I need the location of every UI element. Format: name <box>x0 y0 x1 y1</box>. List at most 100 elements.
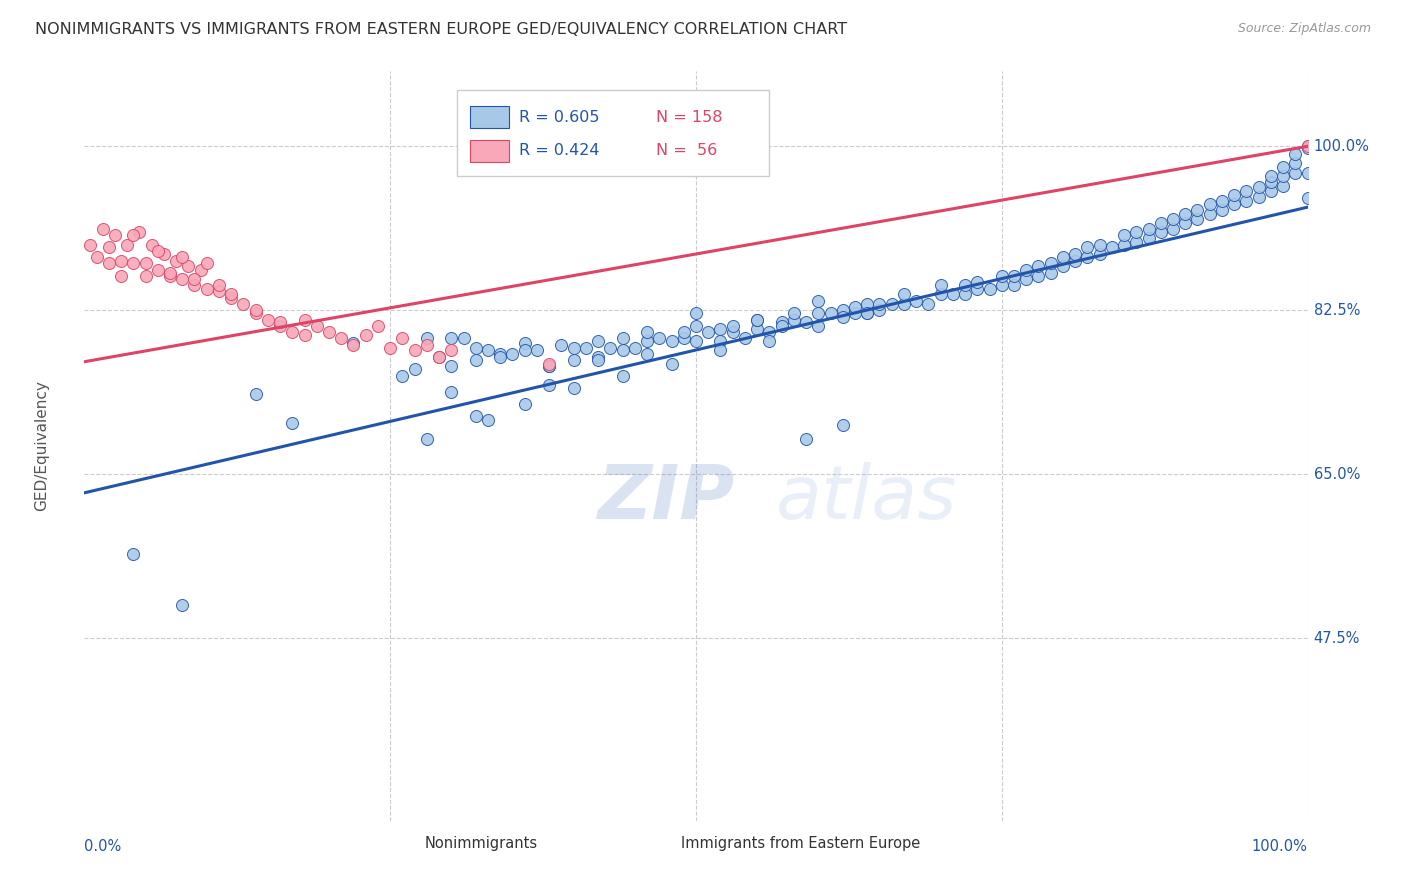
Point <box>586 350 609 364</box>
Point <box>245 303 267 318</box>
Point <box>1247 180 1270 194</box>
Point <box>1150 216 1173 230</box>
Point <box>783 312 806 326</box>
Point <box>1076 240 1098 254</box>
Point <box>477 413 499 427</box>
Point <box>831 310 853 324</box>
Point <box>844 301 866 315</box>
Point <box>929 287 952 301</box>
Point <box>1260 169 1282 184</box>
Point <box>208 277 231 292</box>
Point <box>905 293 928 308</box>
Point <box>104 228 127 243</box>
Point <box>342 338 364 352</box>
Point <box>1187 212 1209 227</box>
Point <box>146 244 169 259</box>
Point <box>880 296 903 310</box>
Point <box>831 418 853 433</box>
FancyBboxPatch shape <box>644 837 672 851</box>
Point <box>245 306 267 320</box>
Point <box>734 331 756 345</box>
Point <box>624 341 647 355</box>
Point <box>538 359 561 374</box>
Point <box>856 306 879 320</box>
Point <box>1064 253 1087 268</box>
Point <box>1272 178 1295 193</box>
Point <box>115 237 138 252</box>
Point <box>404 362 426 376</box>
Point <box>281 416 304 430</box>
Point <box>305 319 328 334</box>
Point <box>330 331 353 345</box>
Point <box>770 319 793 334</box>
Point <box>869 296 891 310</box>
Point <box>281 325 304 339</box>
Point <box>1260 184 1282 198</box>
Point <box>636 347 658 361</box>
FancyBboxPatch shape <box>388 837 415 851</box>
Point <box>1015 263 1038 277</box>
Point <box>416 432 439 446</box>
Point <box>1174 216 1197 230</box>
Point <box>172 599 194 613</box>
Point <box>794 432 817 446</box>
Point <box>1114 228 1136 243</box>
Point <box>440 343 463 358</box>
Point <box>464 409 486 423</box>
Point <box>1137 231 1160 245</box>
Point <box>1039 266 1062 280</box>
Point <box>794 315 817 329</box>
Point <box>685 306 707 320</box>
Point <box>1137 221 1160 235</box>
Point <box>232 296 254 310</box>
Text: GED/Equivalency: GED/Equivalency <box>34 381 49 511</box>
Point <box>636 334 658 348</box>
Point <box>685 334 707 348</box>
Point <box>1028 259 1050 273</box>
Point <box>550 338 572 352</box>
Point <box>820 306 842 320</box>
Text: 100.0%: 100.0% <box>1251 839 1308 855</box>
Point <box>917 296 939 310</box>
Point <box>1088 247 1111 261</box>
Point <box>153 247 176 261</box>
Point <box>1247 190 1270 204</box>
Point <box>1161 212 1184 227</box>
Point <box>747 312 769 326</box>
Text: Immigrants from Eastern Europe: Immigrants from Eastern Europe <box>682 836 921 851</box>
Point <box>599 341 621 355</box>
Point <box>966 275 988 289</box>
Point <box>190 263 212 277</box>
Text: 100.0%: 100.0% <box>1313 139 1369 153</box>
Point <box>177 259 200 273</box>
Point <box>747 322 769 336</box>
Point <box>141 237 163 252</box>
Point <box>953 287 976 301</box>
FancyBboxPatch shape <box>470 106 509 128</box>
Point <box>513 397 536 411</box>
Point <box>758 325 780 339</box>
Point <box>159 268 181 283</box>
Point <box>1284 156 1306 170</box>
Point <box>856 296 879 310</box>
Point <box>661 334 683 348</box>
Point <box>513 336 536 351</box>
Point <box>513 343 536 358</box>
Point <box>1088 237 1111 252</box>
Point <box>991 268 1014 283</box>
Point <box>1296 139 1319 153</box>
Point <box>1064 247 1087 261</box>
Text: 47.5%: 47.5% <box>1313 631 1360 646</box>
Point <box>685 319 707 334</box>
Point <box>380 341 402 355</box>
Point <box>672 325 695 339</box>
Point <box>942 287 965 301</box>
Text: NONIMMIGRANTS VS IMMIGRANTS FROM EASTERN EUROPE GED/EQUIVALENCY CORRELATION CHAR: NONIMMIGRANTS VS IMMIGRANTS FROM EASTERN… <box>35 22 848 37</box>
Point <box>586 334 609 348</box>
Text: ZIP: ZIP <box>598 462 735 535</box>
Point <box>991 277 1014 292</box>
Point <box>869 303 891 318</box>
Point <box>1198 197 1220 211</box>
Point <box>440 331 463 345</box>
Point <box>464 352 486 367</box>
